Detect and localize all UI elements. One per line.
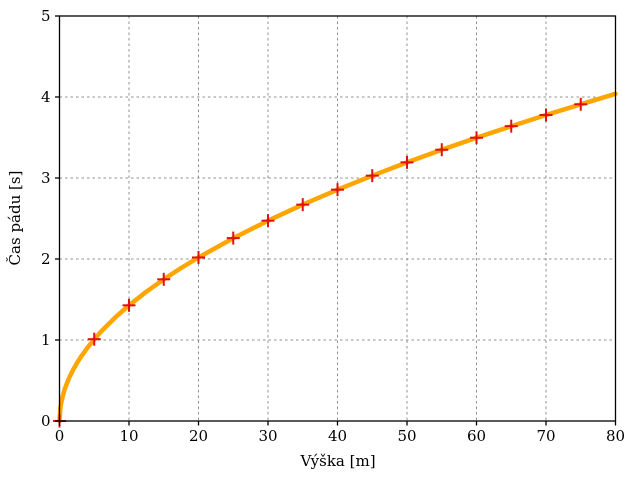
x-tick-label: 80 (606, 427, 625, 445)
x-tick-label: 70 (536, 427, 555, 445)
x-axis-label: Výška [m] (300, 452, 376, 470)
x-tick-label: 60 (467, 427, 486, 445)
y-tick-label: 0 (41, 412, 51, 430)
x-tick-label: 30 (258, 427, 277, 445)
x-tick-label: 10 (119, 427, 138, 445)
y-tick-label: 4 (41, 88, 51, 106)
x-tick-label: 0 (55, 427, 65, 445)
y-tick-label: 2 (41, 250, 51, 268)
x-tick-label: 50 (397, 427, 416, 445)
x-tick-label: 40 (328, 427, 347, 445)
y-tick-label: 3 (41, 169, 51, 187)
x-tick-label: 20 (189, 427, 208, 445)
y-axis-label: Čas pádu [s] (6, 170, 24, 266)
y-tick-label: 5 (41, 7, 51, 25)
y-tick-label: 1 (41, 331, 51, 349)
